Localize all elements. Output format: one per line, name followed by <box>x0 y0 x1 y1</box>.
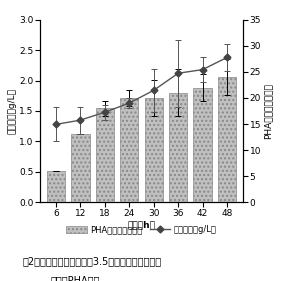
Bar <box>71 135 89 202</box>
Bar <box>169 93 187 202</box>
Text: 図2　樹液と海水（塩濃度3.5％）の混合液を培地: 図2 樹液と海水（塩濃度3.5％）の混合液を培地 <box>23 256 162 266</box>
Bar <box>194 87 212 202</box>
Legend: PHA含量（重量％）, 菌体重量（g/L）: PHA含量（重量％）, 菌体重量（g/L） <box>65 224 218 236</box>
Bar <box>47 171 65 202</box>
Y-axis label: PHA含量（重量％）: PHA含量（重量％） <box>264 83 273 139</box>
X-axis label: 時間（h）: 時間（h） <box>128 220 155 229</box>
Text: 用いたPHA生産: 用いたPHA生産 <box>51 275 100 281</box>
Bar <box>218 77 236 202</box>
Y-axis label: 菌体重量（g/L）: 菌体重量（g/L） <box>7 88 16 134</box>
Bar <box>120 98 138 202</box>
Bar <box>96 108 114 202</box>
Bar <box>145 98 163 202</box>
